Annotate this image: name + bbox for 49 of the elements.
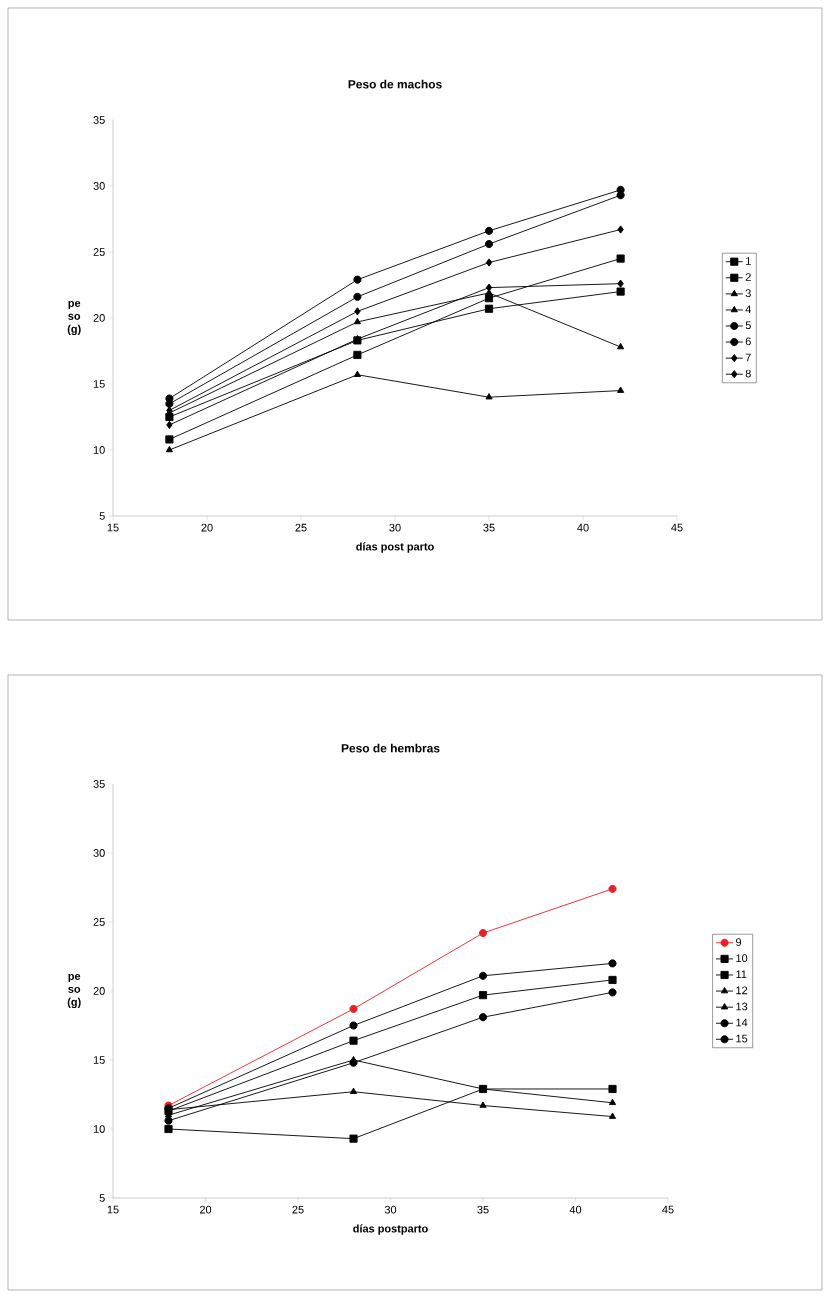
y-axis-title: pe so (g) — [67, 973, 81, 1009]
y-tick-label: 5 — [99, 1194, 105, 1202]
legend-label: 13 — [736, 1002, 748, 1011]
x-tick-label: 30 — [384, 1205, 397, 1214]
x-tick-label: 35 — [477, 1205, 489, 1214]
legend-label: 6 — [745, 337, 751, 346]
legend-label: 3 — [745, 289, 751, 298]
y-tick-label: 15 — [93, 1056, 105, 1064]
y-tick-label: 20 — [93, 987, 105, 995]
y-tick-label: 15 — [93, 380, 105, 388]
x-tick-label: 15 — [107, 1205, 119, 1214]
x-tick-label: 40 — [569, 1205, 582, 1214]
legend-label: 5 — [745, 321, 751, 330]
y-tick-label: 25 — [93, 918, 105, 926]
y-axis-title: pe so (g) — [67, 300, 81, 336]
legend-label: 11 — [736, 970, 747, 978]
x-tick-label: 20 — [201, 523, 213, 532]
legend-label: 8 — [745, 369, 751, 378]
x-tick-label: 45 — [662, 1205, 674, 1214]
x-tick-label: 25 — [295, 523, 307, 532]
x-axis-title: días postparto — [353, 1224, 428, 1235]
y-tick-label: 35 — [93, 116, 105, 124]
legend-label: 14 — [736, 1018, 748, 1027]
x-tick-label: 20 — [199, 1205, 212, 1214]
x-tick-label: 35 — [483, 523, 495, 532]
y-tick-label: 20 — [93, 314, 105, 322]
x-tick-label: 45 — [671, 523, 683, 532]
legend-label: 15 — [736, 1034, 748, 1043]
legend-label: 4 — [745, 305, 751, 313]
legend-label: 2 — [745, 273, 751, 281]
chart-title: Peso de hembras — [341, 743, 440, 753]
y-tick-label: 30 — [93, 182, 105, 190]
legend-label: 7 — [745, 353, 751, 362]
y-tick-label: 10 — [93, 1125, 105, 1133]
legend-label: 10 — [736, 954, 748, 963]
legend-label: 9 — [736, 938, 742, 946]
x-tick-label: 25 — [292, 1205, 304, 1214]
legend-label: 12 — [736, 986, 748, 995]
y-tick-label: 5 — [99, 512, 105, 520]
y-tick-label: 25 — [93, 248, 105, 256]
x-tick-label: 40 — [577, 523, 589, 532]
y-tick-label: 30 — [93, 849, 105, 857]
chart-title: Peso de machos — [348, 79, 442, 89]
x-tick-label: 30 — [389, 523, 401, 532]
x-axis-title: días post parto — [356, 542, 434, 553]
y-tick-label: 35 — [93, 780, 105, 788]
y-tick-label: 10 — [93, 446, 105, 454]
legend-label: 1 — [746, 257, 751, 265]
x-tick-label: 15 — [107, 523, 119, 532]
